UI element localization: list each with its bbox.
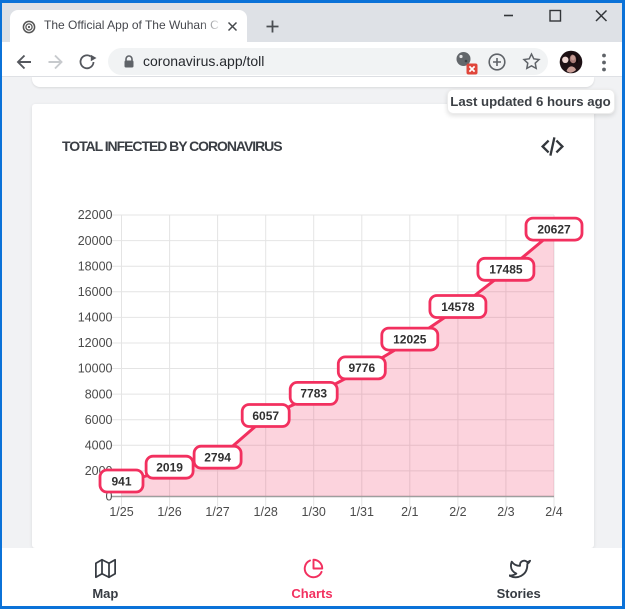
svg-text:10000: 10000 [78, 362, 113, 376]
svg-text:18000: 18000 [78, 259, 113, 273]
svg-text:14578: 14578 [441, 300, 475, 314]
svg-text:1/27: 1/27 [205, 505, 229, 519]
svg-text:1/28: 1/28 [254, 505, 278, 519]
svg-text:20627: 20627 [537, 222, 571, 236]
svg-text:1/25: 1/25 [109, 505, 133, 519]
svg-text:2019: 2019 [156, 461, 183, 475]
svg-text:17485: 17485 [489, 263, 523, 277]
svg-text:1/30: 1/30 [302, 505, 326, 519]
svg-text:2794: 2794 [204, 451, 231, 465]
svg-text:1/31: 1/31 [350, 505, 374, 519]
svg-text:12025: 12025 [393, 332, 427, 346]
svg-text:8000: 8000 [85, 387, 113, 401]
svg-text:12000: 12000 [78, 336, 113, 350]
svg-text:0: 0 [106, 490, 113, 504]
svg-text:14000: 14000 [78, 311, 113, 325]
svg-text:9776: 9776 [348, 361, 375, 375]
svg-text:6000: 6000 [85, 413, 113, 427]
svg-text:6057: 6057 [252, 409, 279, 423]
svg-text:4000: 4000 [85, 439, 113, 453]
svg-text:2/1: 2/1 [401, 505, 418, 519]
svg-text:941: 941 [111, 474, 131, 488]
svg-text:22000: 22000 [78, 208, 113, 222]
svg-text:20000: 20000 [78, 234, 113, 248]
svg-text:1/26: 1/26 [157, 505, 181, 519]
svg-text:2/2: 2/2 [449, 505, 466, 519]
svg-text:2/4: 2/4 [545, 505, 562, 519]
svg-text:2/3: 2/3 [497, 505, 514, 519]
svg-text:16000: 16000 [78, 285, 113, 299]
svg-text:7783: 7783 [300, 387, 327, 401]
